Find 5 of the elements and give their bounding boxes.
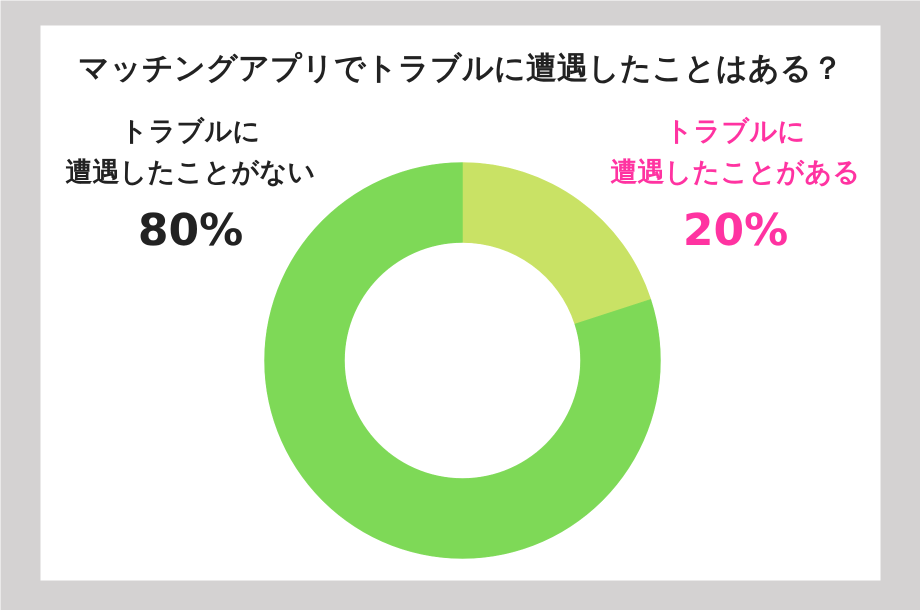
chart-title: マッチングアプリでトラブルに遭遇したことはある？ <box>78 50 843 86</box>
data-label: 20% <box>682 205 788 256</box>
slice-label: トラブルに遭遇したことがある <box>610 116 860 188</box>
data-label: 80% <box>138 205 244 256</box>
slice-label: トラブルに遭遇したことがない <box>66 116 316 188</box>
